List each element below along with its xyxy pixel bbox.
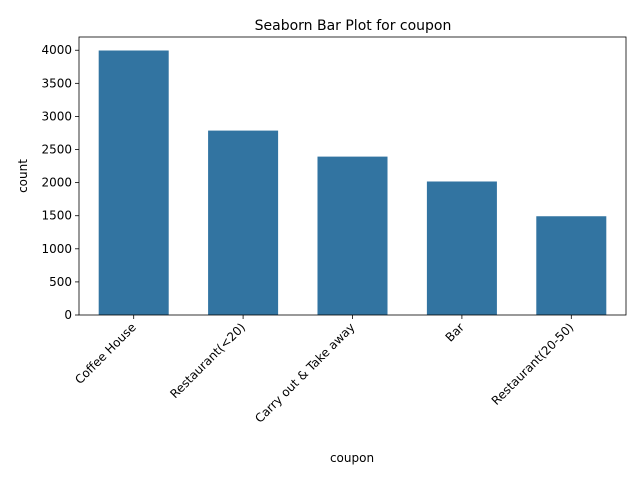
y-tick-label: 4000 (41, 43, 72, 57)
y-tick-label: 3500 (41, 76, 72, 90)
y-tick-label: 500 (49, 275, 72, 289)
x-tick-label: Coffee House (72, 320, 139, 387)
chart-title: Seaborn Bar Plot for coupon (255, 18, 452, 34)
bar (208, 130, 279, 315)
y-tick-label: 0 (64, 308, 72, 322)
x-tick-label: Bar (443, 320, 467, 344)
y-tick-label: 1000 (41, 242, 72, 256)
bar (426, 181, 497, 315)
bar (536, 216, 607, 315)
bars-group (98, 50, 607, 315)
y-tick-label: 3000 (41, 109, 72, 123)
x-axis-label: coupon (330, 451, 374, 465)
bar (317, 156, 388, 315)
x-axis: Coffee House Restaurant(<20) Carry out & T… (72, 315, 576, 426)
x-tick-label: Restaurant(20-50) (489, 320, 577, 408)
x-tick-label: Carry out & Take away (252, 320, 357, 425)
plot-frame (78, 36, 627, 316)
y-axis-label: count (16, 159, 30, 193)
bar (98, 50, 169, 315)
y-tick-label: 2000 (41, 176, 72, 190)
y-axis: 0 500 1000 1500 2000 2500 3000 3500 4000 (41, 43, 79, 322)
y-tick-label: 1500 (41, 209, 72, 223)
y-tick-label: 2500 (41, 143, 72, 157)
x-tick-label: Restaurant(<20) (167, 320, 248, 401)
